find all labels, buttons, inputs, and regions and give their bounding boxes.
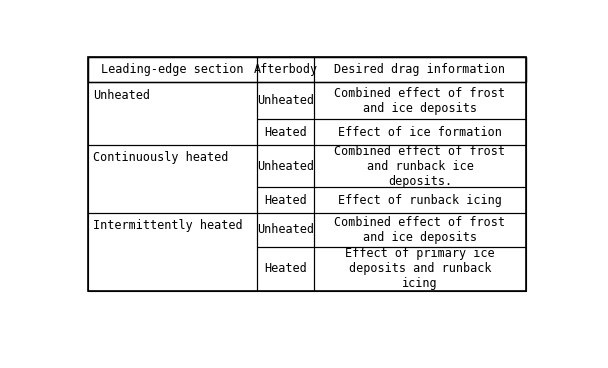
Text: Unheated: Unheated <box>94 89 150 102</box>
Bar <box>257 119 314 145</box>
Bar <box>88 57 257 82</box>
Text: Unheated: Unheated <box>257 94 314 107</box>
Bar <box>88 145 257 213</box>
Text: Leading-edge section: Leading-edge section <box>102 63 244 76</box>
Bar <box>88 57 526 291</box>
Bar <box>314 247 526 291</box>
Text: Afterbody: Afterbody <box>254 63 318 76</box>
Text: Combined effect of frost
and ice deposits: Combined effect of frost and ice deposit… <box>334 87 505 115</box>
Text: Heated: Heated <box>264 262 307 275</box>
Text: Heated: Heated <box>264 125 307 138</box>
Bar <box>314 82 526 119</box>
Text: Effect of ice formation: Effect of ice formation <box>338 125 502 138</box>
Text: Continuously heated: Continuously heated <box>94 151 229 164</box>
Bar <box>257 247 314 291</box>
Bar <box>257 213 314 247</box>
Bar <box>314 145 526 187</box>
Bar <box>257 82 314 119</box>
Bar <box>314 57 526 82</box>
Bar <box>88 82 257 145</box>
Text: Intermittently heated: Intermittently heated <box>94 219 243 232</box>
Bar <box>88 213 257 291</box>
Bar <box>88 57 526 82</box>
Bar <box>314 213 526 247</box>
Bar <box>314 119 526 145</box>
Text: Unheated: Unheated <box>257 159 314 173</box>
Text: Combined effect of frost
and runback ice
deposits.: Combined effect of frost and runback ice… <box>334 145 505 188</box>
Text: Effect of primary ice
deposits and runback
icing: Effect of primary ice deposits and runba… <box>345 247 495 290</box>
Bar <box>257 145 314 187</box>
Text: Effect of runback icing: Effect of runback icing <box>338 194 502 206</box>
Bar <box>257 57 314 82</box>
Bar <box>257 187 314 213</box>
Text: Desired drag information: Desired drag information <box>334 63 505 76</box>
Text: Unheated: Unheated <box>257 223 314 236</box>
Bar <box>314 187 526 213</box>
Text: Heated: Heated <box>264 194 307 206</box>
Text: Combined effect of frost
and ice deposits: Combined effect of frost and ice deposit… <box>334 216 505 244</box>
